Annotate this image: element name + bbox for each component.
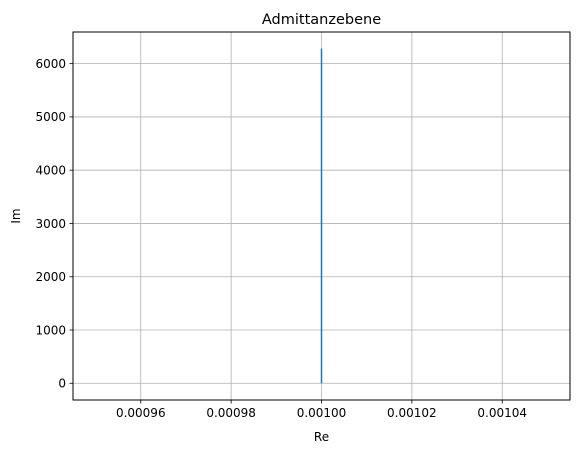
y-tick-label: 6000: [35, 57, 66, 71]
y-axis-ticks: 0 1000 2000 3000 4000 5000 6000: [35, 57, 73, 391]
x-tick-label: 0.00096: [116, 406, 166, 420]
y-tick-label: 1000: [35, 323, 66, 337]
y-axis-label: Im: [9, 208, 23, 223]
y-tick-label: 2000: [35, 270, 66, 284]
x-axis-label: Re: [314, 430, 329, 444]
y-tick-label: 4000: [35, 163, 66, 177]
x-axis-ticks: 0.00096 0.00098 0.00100 0.00102 0.00104: [116, 400, 527, 420]
x-tick-label: 0.00098: [206, 406, 256, 420]
x-tick-label: 0.00102: [387, 406, 437, 420]
x-tick-label: 0.00100: [297, 406, 347, 420]
y-tick-label: 5000: [35, 110, 66, 124]
y-tick-label: 0: [58, 377, 66, 391]
chart-title: Admittanzebene: [262, 12, 381, 28]
x-tick-label: 0.00104: [477, 406, 527, 420]
y-tick-label: 3000: [35, 217, 66, 231]
